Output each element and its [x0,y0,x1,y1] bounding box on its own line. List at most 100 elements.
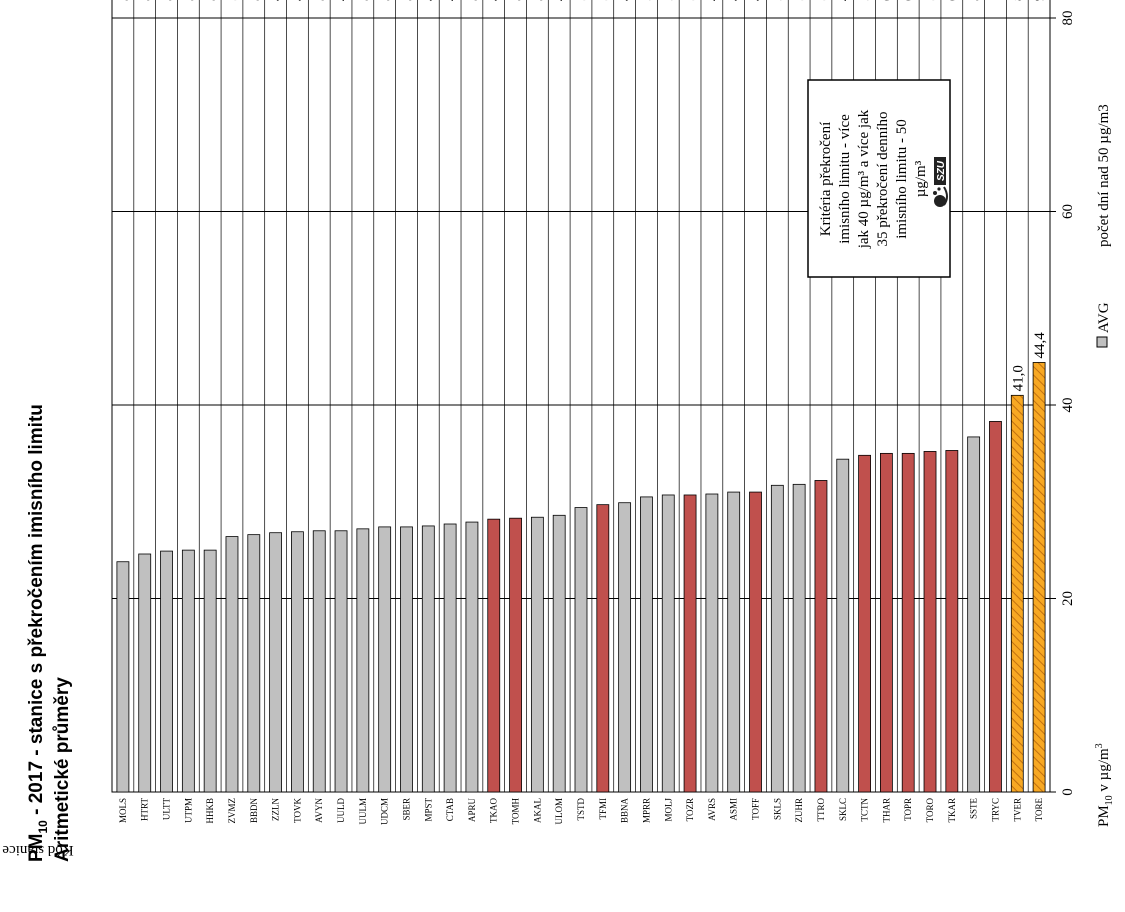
bar-toro [923,451,937,793]
days-value-ultt: 37 [160,0,176,1]
bar-uulm [356,528,370,793]
days-value-mpst: 46 [421,0,437,1]
annotation-line-6: µg/m³ [913,160,929,197]
days-value-toro: 58 [923,0,939,1]
bar-sklc [836,458,850,793]
annotation-line-1: Kritéria překročení [818,122,834,237]
days-value-avrs: 48 [705,0,721,1]
days-value-tkao: 43 [487,0,503,1]
tick-label-20: 20 [1060,591,1076,606]
days-value-tkar: 66 [945,0,961,1]
category-label-sste: SSTE [969,798,979,820]
category-label-tkar: TKAR [947,798,957,823]
category-label-tozr: TOZR [685,798,695,821]
bar-tkar [945,450,959,793]
bar-molj [661,494,675,793]
days-value-tstd: 56 [574,0,590,1]
category-label-skls: SKLS [772,798,782,820]
bar-sber [400,526,413,793]
category-labels: MOLS HTRT ULTT UTPM HHKB ZVMZ BBDN ZZLN TOVK AVYN… [118,797,1044,825]
value-axis-ticks: 0 20 40 60 80 [1050,11,1076,796]
days-value-sber: 36 [399,0,415,1]
days-value-htrt: 38 [138,0,154,1]
szu-logo-icon: SZU [933,157,948,207]
category-label-ultt: ULTT [162,798,172,821]
days-value-topr: 63 [901,0,917,1]
category-label-htrt: HTRT [140,798,150,821]
category-label-thar: THAR [881,798,891,823]
bar-thar [879,452,893,793]
bar-toff [749,491,762,793]
category-label-asmi: ASMI [729,798,739,821]
bar-avrs [705,493,719,793]
days-value-apru: 36 [465,0,481,1]
category-label-mpst: MPST [423,798,433,822]
days-value-tryc: 73 [988,0,1004,1]
category-label-tomh: TOMH [511,798,521,825]
category-label-molj: MOLJ [663,798,673,822]
bar-ulom [552,514,566,793]
category-label-ttro: TTRO [816,798,826,822]
bar-udcm [378,526,392,793]
days-value-mols: 36 [116,0,132,1]
days-value-udcm: 39 [378,0,394,1]
days-value-zuhr: 59 [792,0,808,1]
category-label-tovk: TOVK [292,798,302,823]
category-label-bbdn: BBDN [249,798,259,824]
bar-tver [1010,394,1024,793]
category-label-tkao: TKAO [489,798,499,823]
category-label-tctn: TCTN [860,798,870,822]
category-label-zzln: ZZLN [271,798,281,821]
category-label-tver: TVER [1012,798,1022,822]
category-label-toro: TORO [925,798,935,823]
days-value-mprr: 53 [639,0,655,1]
category-label-tore: TORE [1034,798,1044,822]
bar-uuld [334,530,348,793]
bar-tctn [858,454,871,793]
days-value-thar: 60 [879,0,895,1]
category-label-udcm: UDCM [380,798,390,825]
criteria-annotation: Kritéria překročení imisního limitu - ví… [807,79,951,278]
legend-swatch [1096,336,1108,348]
bar-tozr [683,494,697,793]
days-value-molj: 51 [661,0,677,1]
category-label-zvmz: ZVMZ [227,798,237,824]
days-value-tore: 91 [1032,0,1048,1]
category-label-uulm: UULM [358,798,368,825]
bar-tore [1032,362,1046,793]
bar-apru [465,521,479,793]
bar-asmi [727,491,741,793]
category-label-hhkb: HHKB [205,798,215,824]
days-value-uuld: 40 [334,0,350,1]
category-label-bbna: BBNA [620,798,630,824]
bar-mprr [640,496,653,793]
bar-tovk [291,531,304,793]
annotation-box [807,79,951,278]
bar-ttro [814,480,828,793]
tick-label-60: 60 [1060,204,1076,219]
category-label-ulom: ULOM [554,798,564,825]
category-label-utpm: UTPM [183,798,193,823]
category-label-zuhr: ZUHR [794,798,804,823]
chart-title-line2: Aritmetické průměry [52,677,73,862]
tick-label-80: 80 [1060,11,1076,26]
category-label-apru: APRU [467,798,477,823]
bar-zvmz [225,536,239,793]
days-value-tver: 81 [1010,0,1026,1]
bar-tomh [509,517,522,793]
category-label-avyn: AVYN [314,798,324,823]
legend: AVG [1096,302,1112,348]
days-value-asmi: 41 [727,0,743,1]
days-over-50-column: 36 38 37 37 37 59 36 47 43 39 40 39 39 36 46 42 36 43 37 36… [116,0,1048,1]
annotation-line-2: imisního limitu - více [837,114,853,244]
tick-label-0: 0 [1060,788,1076,796]
category-label-tryc: TRYC [990,798,1000,822]
bar-topr [901,452,915,793]
y-axis-label: Kód stanice [2,842,74,858]
days-value-zzln: 47 [269,0,285,1]
svg-text:SZU: SZU [936,160,947,181]
bar-akal [530,516,544,793]
legend-label: AVG [1096,302,1112,333]
annotation-line-4: 35 překročení denního [875,112,891,247]
bar-sste [967,436,981,793]
